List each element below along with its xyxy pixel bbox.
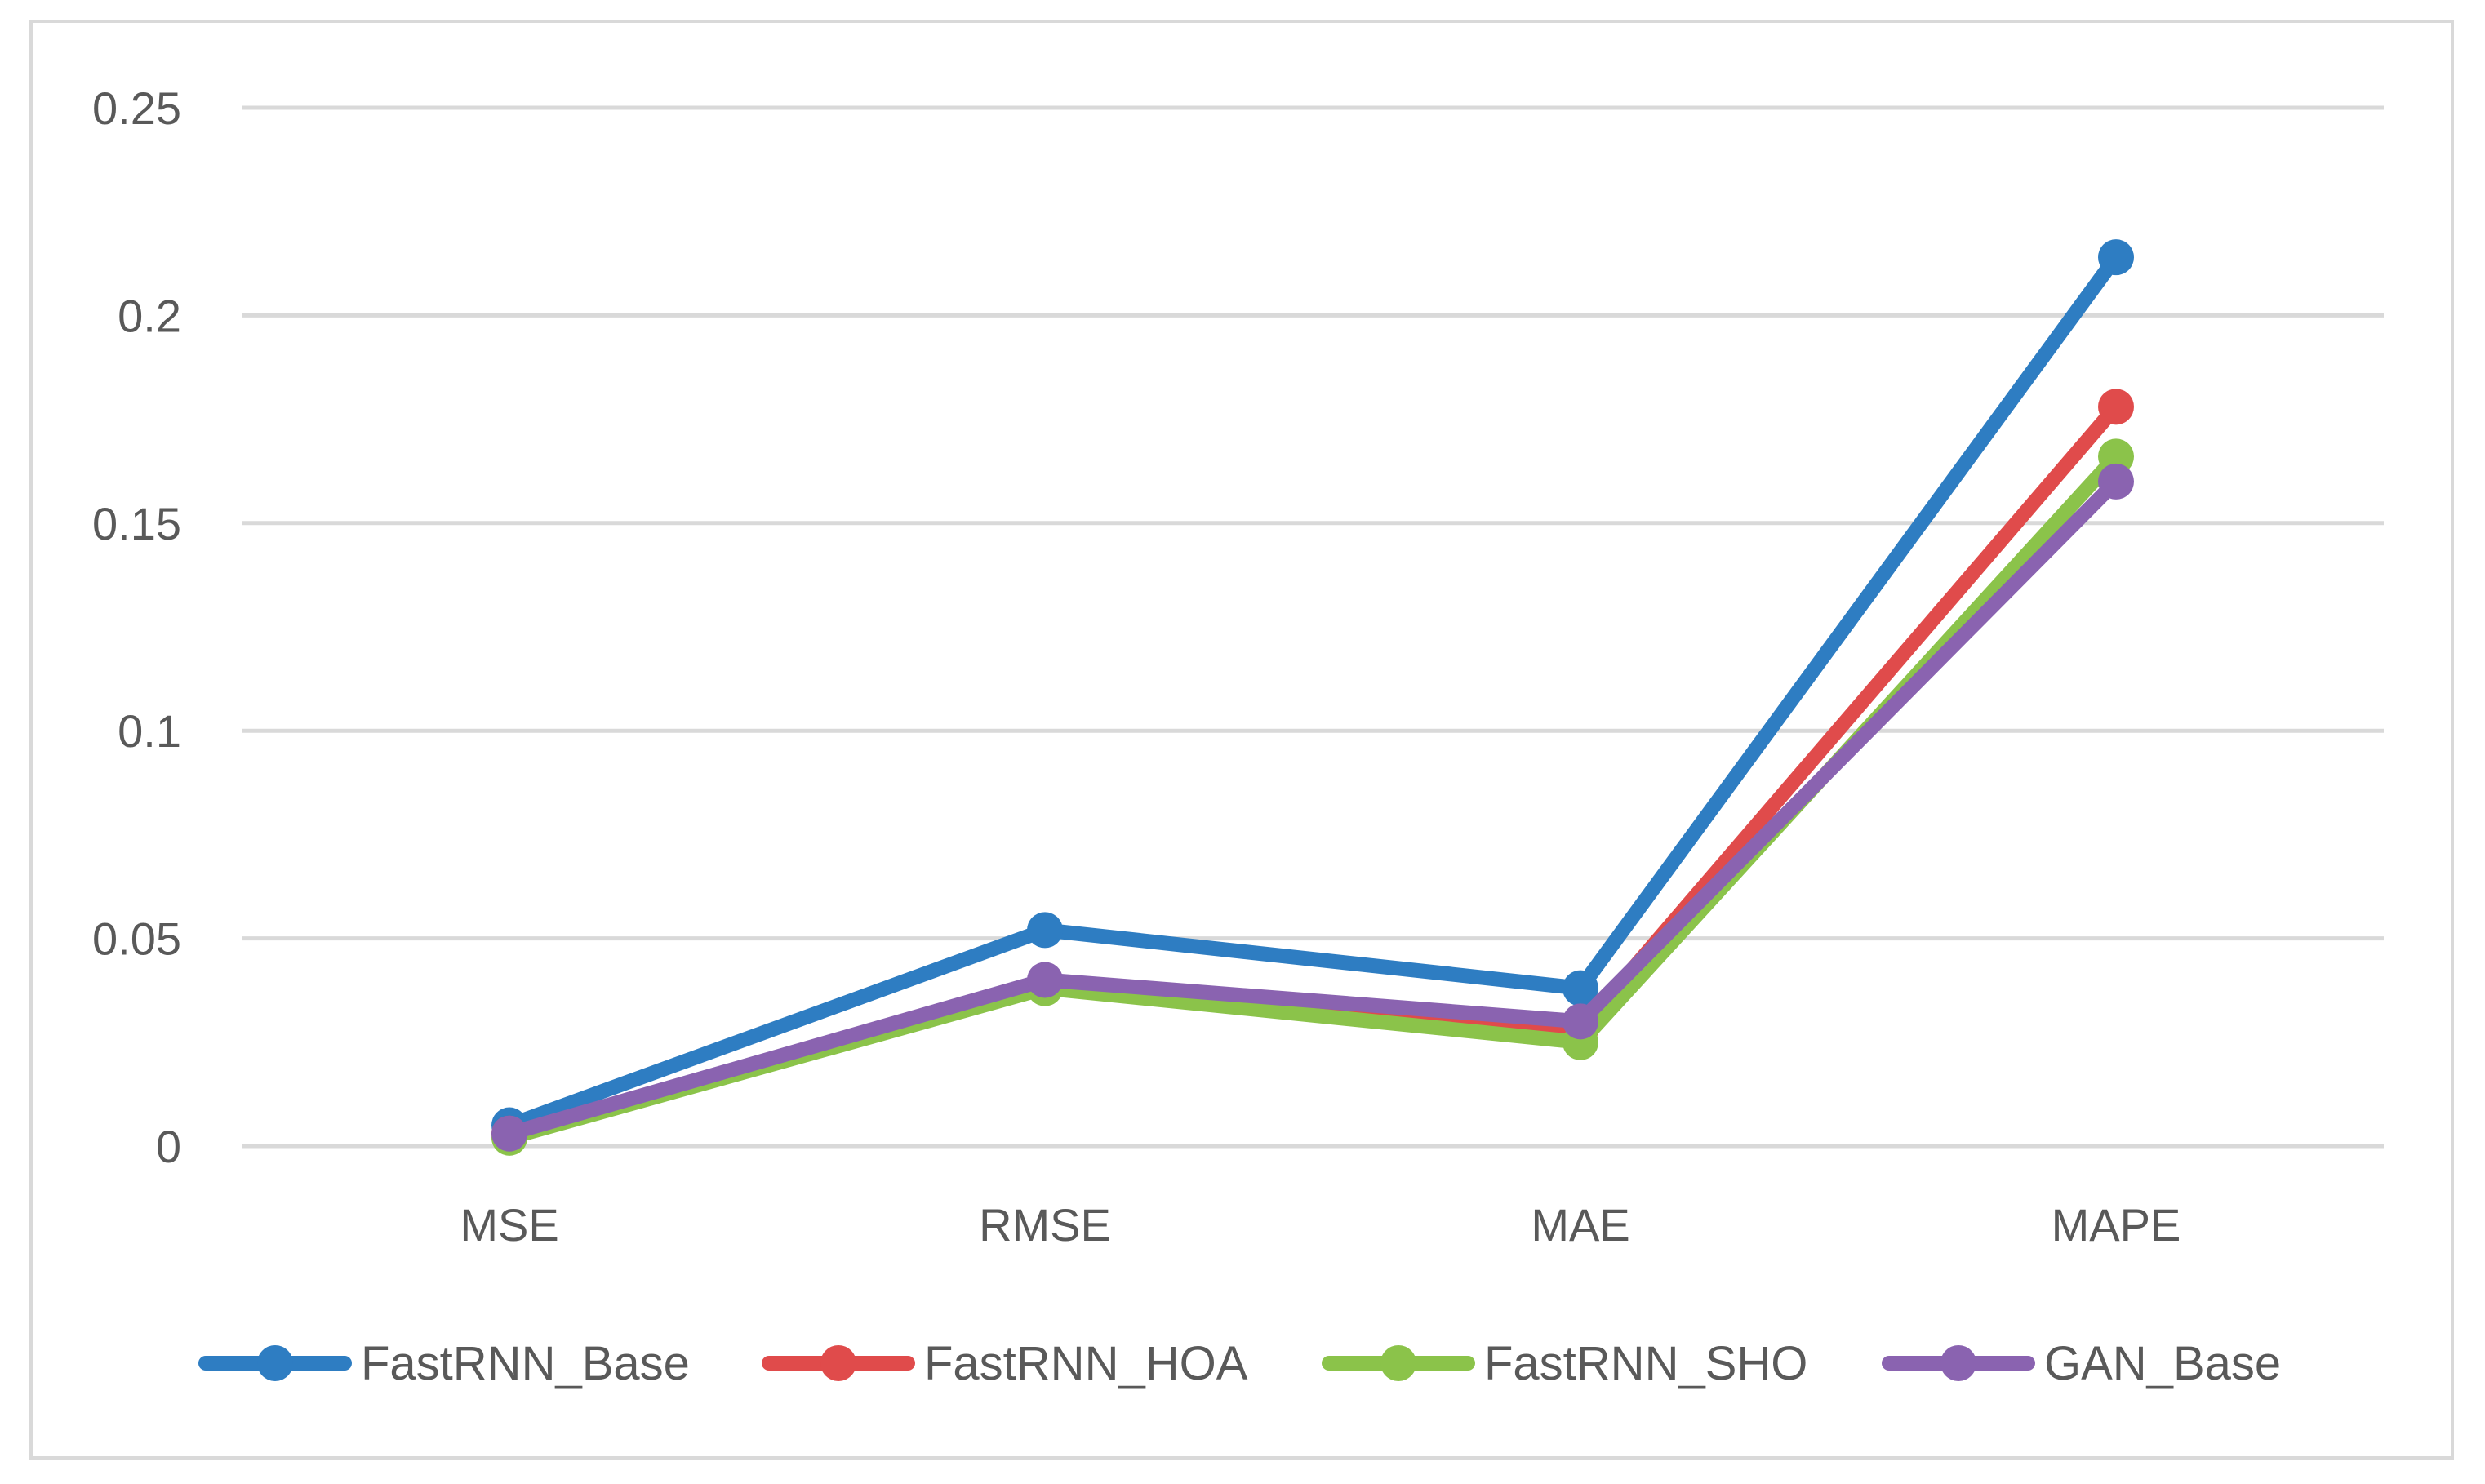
data-point <box>2098 463 2134 500</box>
data-point <box>1563 1003 1598 1040</box>
data-point <box>491 1115 527 1152</box>
y-tick-label: 0.1 <box>118 705 181 757</box>
legend-item: FastRNN_HOA <box>762 1337 1248 1390</box>
data-point <box>2098 438 2134 475</box>
legend-label: FastRNN_SHO <box>1484 1337 1807 1390</box>
data-point <box>1563 970 1598 1006</box>
y-tick-label: 0.15 <box>92 498 181 549</box>
y-axis-ticks: 0 0.05 0.1 0.15 0.2 0.25 <box>92 82 181 1172</box>
legend-label: FastRNN_Base <box>361 1337 690 1390</box>
x-tick-label: MAPE <box>2052 1199 2181 1251</box>
gridlines <box>242 105 2384 1149</box>
x-tick-label: MSE <box>460 1199 558 1251</box>
data-point <box>2098 239 2134 276</box>
legend-label: GAN_Base <box>2044 1337 2281 1390</box>
series-line <box>502 250 2123 1133</box>
y-tick-label: 0.25 <box>92 82 181 134</box>
data-point <box>1027 912 1063 949</box>
series-lines <box>491 239 2134 1156</box>
x-tick-label: MAE <box>1531 1199 1629 1251</box>
y-tick-label: 0.2 <box>118 290 181 341</box>
legend-item: FastRNN_SHO <box>1322 1337 1807 1390</box>
x-axis-ticks: MSE RMSE MAE MAPE <box>460 1199 2180 1251</box>
legend-swatch-marker <box>1380 1345 1416 1381</box>
legend-swatch-marker <box>257 1345 293 1381</box>
series-GAN_Base <box>491 463 2134 1152</box>
data-point <box>2098 389 2134 425</box>
chart-frame <box>29 20 2454 1460</box>
y-tick-label: 0.05 <box>92 913 181 965</box>
legend-swatch-marker <box>1940 1345 1976 1381</box>
legend-swatch-marker <box>820 1345 856 1381</box>
series-line <box>502 399 2123 1141</box>
data-point <box>1027 962 1063 998</box>
y-tick-label: 0 <box>156 1121 181 1172</box>
legend: FastRNN_Base FastRNN_HOA FastRNN_SHO GAN_Ba… <box>198 1337 2281 1390</box>
x-tick-label: RMSE <box>979 1199 1111 1251</box>
legend-label: FastRNN_HOA <box>924 1337 1248 1390</box>
series-line <box>502 473 2123 1141</box>
legend-item: GAN_Base <box>1882 1337 2281 1390</box>
legend-item: FastRNN_Base <box>198 1337 690 1390</box>
